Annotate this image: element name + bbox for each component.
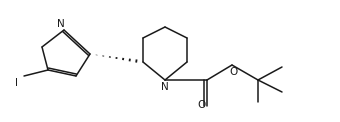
Text: O: O bbox=[230, 67, 238, 77]
Text: N: N bbox=[57, 19, 65, 29]
Text: O: O bbox=[197, 100, 205, 110]
Text: N: N bbox=[161, 82, 169, 92]
Text: I: I bbox=[15, 78, 17, 88]
